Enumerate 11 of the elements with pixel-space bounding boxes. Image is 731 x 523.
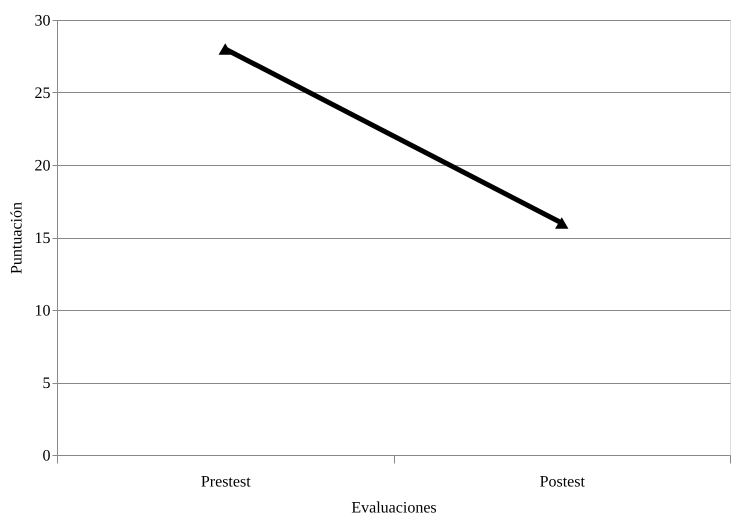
- y-axis-title: Puntuación: [8, 202, 26, 274]
- y-tick-label: 20: [34, 158, 50, 174]
- y-tick-label: 0: [42, 448, 50, 464]
- y-tick-label: 30: [34, 12, 50, 30]
- y-tick-label: 5: [42, 375, 50, 392]
- y-tick-label: 10: [34, 302, 50, 320]
- x-tick-label: Prestest: [200, 474, 252, 490]
- x-axis-title: Evaluaciones: [351, 500, 437, 516]
- x-tick-label: Postest: [540, 474, 586, 490]
- y-tick-label: 25: [34, 85, 50, 102]
- y-tick-label: 15: [34, 230, 50, 247]
